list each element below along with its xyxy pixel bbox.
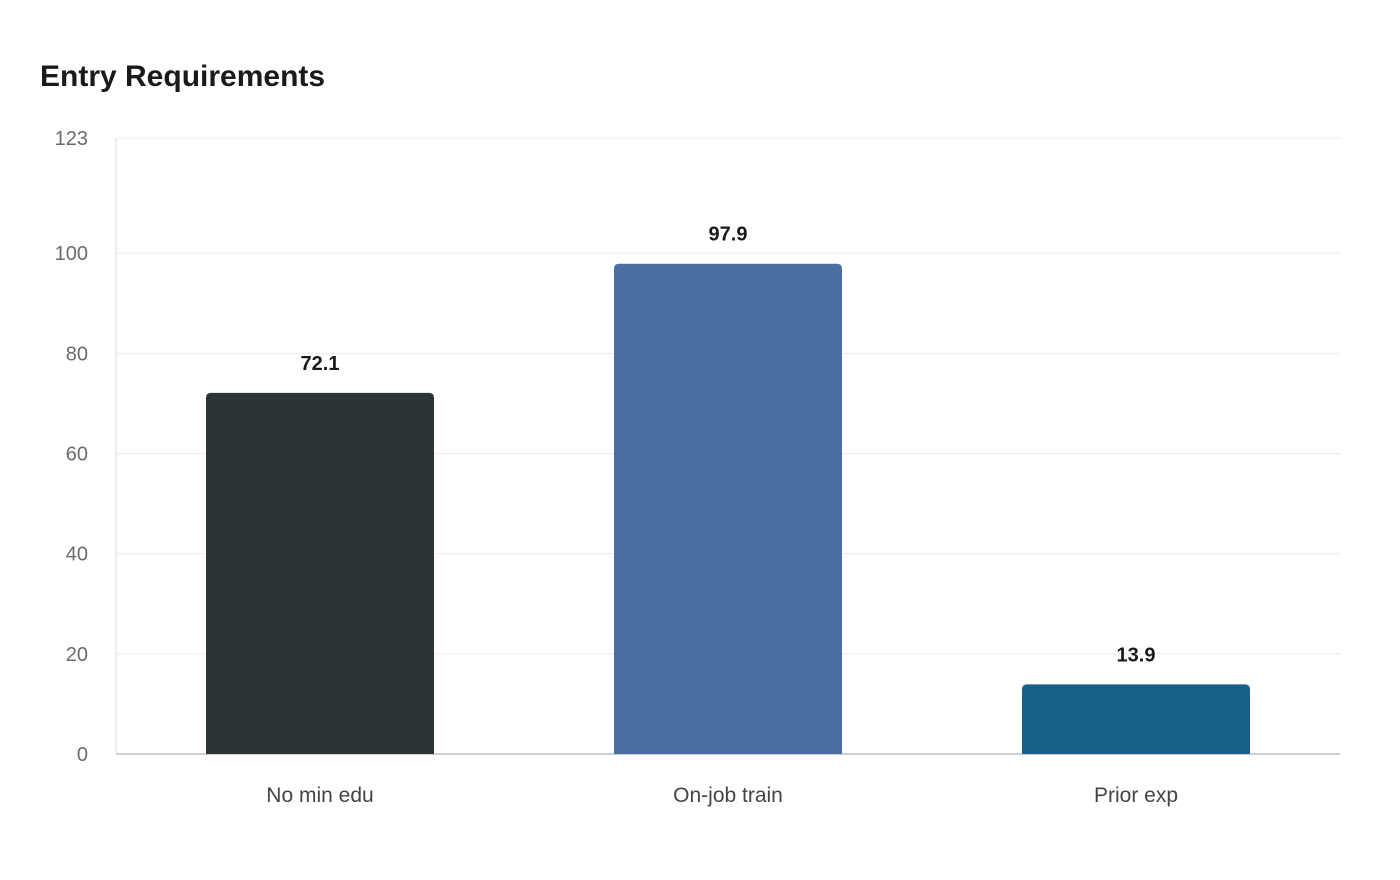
- y-tick-label: 123: [55, 128, 88, 150]
- bars: [206, 263, 1250, 754]
- y-tick-label: 60: [66, 444, 88, 466]
- x-category-label: Prior exp: [1094, 784, 1178, 807]
- bar-no-min-edu: [206, 392, 434, 754]
- bar-value-label: 97.9: [709, 224, 748, 246]
- y-tick-label: 20: [66, 644, 88, 666]
- x-category-label: No min edu: [266, 784, 373, 807]
- bar-value-label: 13.9: [1117, 644, 1156, 666]
- y-tick-label: 100: [55, 243, 88, 265]
- bar-on-job-train: [614, 263, 842, 754]
- bar-value-label: 72.1: [301, 353, 340, 375]
- x-category-label: On-job train: [673, 784, 783, 807]
- chart-title: Entry Requirements: [40, 60, 326, 93]
- y-tick-label: 40: [66, 544, 88, 566]
- bar-prior-exp: [1022, 684, 1250, 754]
- y-tick-label: 0: [77, 744, 88, 766]
- y-tick-label: 80: [66, 343, 88, 365]
- labels: 0 20 40 60 80 100 123 72.1 No min edu 97.9 On-job …: [55, 128, 1178, 807]
